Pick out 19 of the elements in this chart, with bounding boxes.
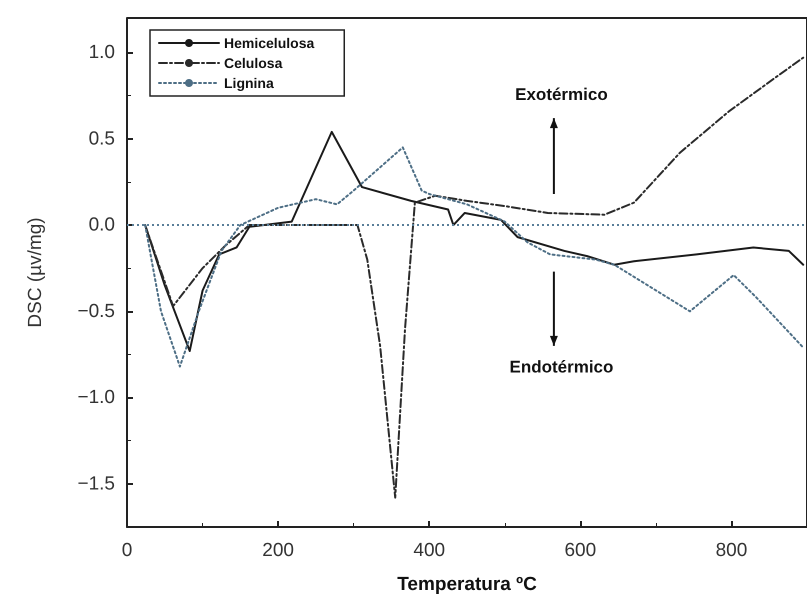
y-tick-label: −0.5 bbox=[77, 300, 115, 322]
x-axis-title: Temperatura ºC bbox=[397, 574, 538, 595]
x-tick-label: 800 bbox=[716, 540, 748, 561]
y-tick-label: 0.5 bbox=[88, 128, 115, 150]
x-tick-label: 600 bbox=[564, 540, 596, 561]
x-tick-label: 0 bbox=[122, 540, 132, 561]
y-tick-label: 1.0 bbox=[88, 42, 115, 64]
annotation: Endotérmico bbox=[509, 358, 614, 377]
legend-label: Celulosa bbox=[224, 55, 283, 71]
legend-label: Hemicelulosa bbox=[224, 35, 314, 51]
y-tick-label: 0.0 bbox=[88, 214, 115, 236]
y-tick-label: −1.5 bbox=[77, 473, 115, 494]
x-tick-label: 200 bbox=[262, 540, 294, 561]
x-tick-label: 400 bbox=[413, 540, 446, 561]
y-tick-label: −1.0 bbox=[77, 387, 115, 408]
line-series bbox=[144, 56, 804, 499]
y-axis-title: DSC (µv/mg) bbox=[25, 217, 46, 328]
legend-label: Lignina bbox=[224, 75, 274, 91]
annotation: Exotérmico bbox=[515, 85, 608, 104]
